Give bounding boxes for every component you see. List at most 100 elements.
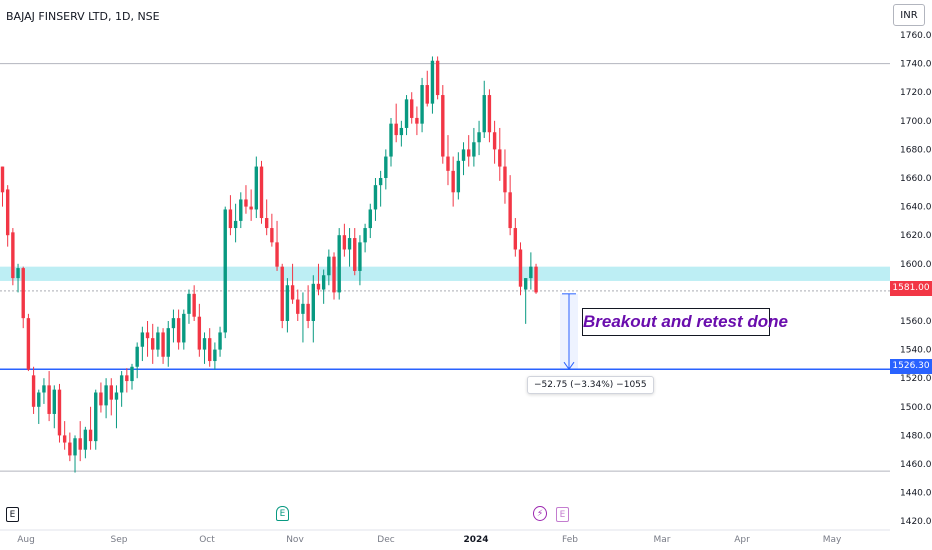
candle bbox=[373, 178, 378, 221]
y-tick-label: 1660.00 bbox=[900, 174, 932, 184]
candle-body bbox=[399, 127, 404, 136]
candle-body bbox=[415, 117, 419, 124]
candle-body bbox=[347, 238, 352, 250]
candle bbox=[285, 278, 290, 333]
x-tick-label: Dec bbox=[377, 535, 394, 545]
candle-body bbox=[37, 392, 41, 407]
candle bbox=[523, 278, 528, 324]
candle-body bbox=[31, 375, 36, 407]
candle bbox=[223, 206, 227, 339]
candle-body bbox=[62, 435, 67, 443]
y-tick-label: 1740.00 bbox=[900, 60, 932, 70]
candle bbox=[389, 117, 393, 167]
candle-body bbox=[384, 156, 388, 178]
candle-body bbox=[363, 228, 367, 243]
x-tick-label: Aug bbox=[17, 535, 35, 545]
candle-body bbox=[0, 166, 5, 193]
candle bbox=[358, 235, 362, 286]
candle-body bbox=[109, 385, 113, 400]
candle-body bbox=[529, 266, 533, 279]
candle bbox=[467, 135, 471, 167]
candle-body bbox=[301, 303, 305, 314]
candle-body bbox=[130, 366, 134, 382]
candle bbox=[441, 85, 445, 164]
candle bbox=[104, 378, 108, 419]
candle bbox=[151, 323, 155, 364]
candle-body bbox=[78, 438, 82, 450]
candle bbox=[472, 127, 476, 167]
candle bbox=[11, 228, 15, 286]
measure-tool[interactable] bbox=[560, 293, 578, 371]
y-tick-label: 1560.00 bbox=[900, 317, 932, 327]
candle bbox=[534, 263, 538, 294]
split-icon[interactable]: ⚡ bbox=[533, 506, 547, 521]
candle bbox=[425, 70, 429, 107]
candle bbox=[31, 366, 36, 414]
candle-body bbox=[145, 332, 150, 339]
candle-body bbox=[11, 232, 15, 279]
candle-body bbox=[228, 209, 233, 229]
candle-body bbox=[47, 385, 51, 414]
y-tick-label: 1720.00 bbox=[900, 88, 932, 98]
candle bbox=[187, 289, 191, 324]
candle-body bbox=[441, 95, 445, 157]
earnings-icon[interactable]: E bbox=[276, 506, 289, 521]
candle-body bbox=[472, 142, 476, 157]
earnings-icon[interactable]: E bbox=[6, 507, 19, 522]
candle bbox=[171, 309, 176, 343]
candle bbox=[73, 435, 77, 473]
candle bbox=[420, 77, 424, 133]
candle bbox=[347, 228, 352, 267]
candle-body bbox=[208, 338, 212, 362]
candle-body bbox=[451, 170, 455, 193]
candle-body bbox=[140, 332, 145, 347]
candle-body bbox=[518, 249, 523, 287]
candle-body bbox=[461, 149, 466, 161]
candle bbox=[461, 142, 466, 176]
y-tick-label: 1520.00 bbox=[900, 374, 932, 384]
time-axis[interactable]: Aug Sep Oct Nov Dec 2024 Feb Mar Apr May bbox=[0, 529, 890, 545]
candle-body bbox=[306, 303, 310, 321]
support-zone[interactable] bbox=[0, 266, 890, 281]
candle bbox=[363, 223, 367, 253]
candle-body bbox=[425, 85, 429, 104]
candle-body bbox=[5, 189, 10, 236]
x-tick-label: Feb bbox=[562, 535, 578, 545]
candle-body bbox=[16, 268, 20, 279]
candle-body bbox=[259, 166, 264, 219]
candle-body bbox=[296, 299, 300, 314]
candle-body bbox=[88, 429, 93, 442]
x-tick-label: 2024 bbox=[463, 535, 488, 545]
price-axis[interactable]: 1760.00 1740.00 1720.00 1700.00 1680.00 1660.… bbox=[900, 31, 932, 527]
candle-body bbox=[332, 256, 336, 293]
candle bbox=[332, 252, 336, 300]
candle bbox=[228, 195, 233, 236]
symbol-title[interactable]: BAJAJ FINSERV LTD, 1D, NSE bbox=[6, 10, 160, 23]
candle bbox=[109, 378, 113, 416]
candle bbox=[259, 160, 264, 224]
currency-button[interactable]: INR bbox=[893, 4, 925, 26]
candle bbox=[456, 152, 461, 200]
candle bbox=[508, 175, 512, 236]
candle bbox=[482, 80, 486, 138]
candle-body bbox=[68, 442, 72, 456]
candle-body bbox=[368, 209, 372, 229]
candle bbox=[208, 328, 212, 367]
candle-body bbox=[187, 293, 191, 314]
candle bbox=[451, 156, 455, 207]
y-tick-label: 1460.00 bbox=[900, 460, 932, 470]
annotation-text[interactable]: Breakout and retest done bbox=[582, 308, 788, 336]
x-tick-label: Mar bbox=[654, 535, 671, 545]
candle bbox=[275, 220, 279, 271]
candle-body bbox=[389, 123, 393, 157]
y-tick-label: 1620.00 bbox=[900, 231, 932, 241]
candle bbox=[94, 389, 98, 450]
candle bbox=[135, 342, 139, 379]
candle-body bbox=[239, 199, 243, 221]
candle-body bbox=[373, 185, 378, 210]
candle-body bbox=[52, 389, 56, 414]
earnings-icon[interactable]: E bbox=[556, 507, 569, 522]
candle-body bbox=[513, 228, 518, 250]
candle-body bbox=[104, 385, 108, 406]
